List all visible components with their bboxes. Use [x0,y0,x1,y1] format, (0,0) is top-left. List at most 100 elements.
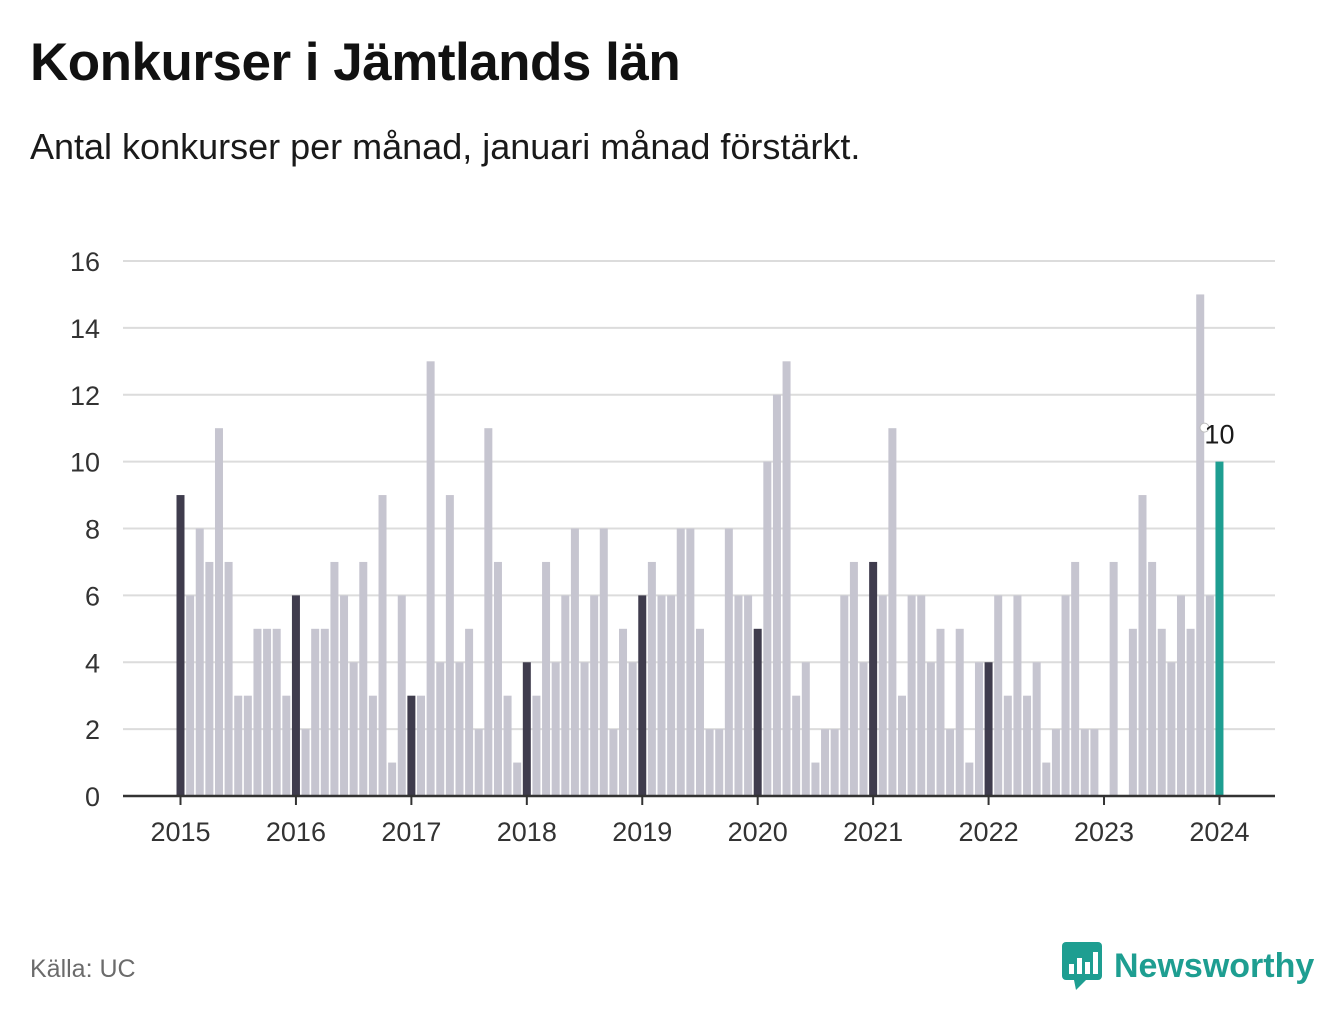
bar [1196,294,1205,796]
bar [907,595,916,796]
bar [946,729,955,796]
bar [955,628,964,796]
bar [397,595,406,796]
y-tick-label: 6 [85,581,100,611]
bar [282,695,291,796]
bar [455,662,464,796]
bar [513,762,522,796]
bar-january [407,695,416,796]
bar-january [984,662,993,796]
bar [493,561,502,796]
bar [224,561,233,796]
bar [994,595,1003,796]
bar [426,361,435,796]
bar [763,461,772,796]
x-tick-label: 2015 [150,817,210,847]
bar-january [753,628,762,796]
data-label-latest: 10 [1204,420,1234,450]
y-tick-label: 4 [85,648,100,678]
bar [1176,595,1185,796]
bar [821,729,830,796]
bar-january [522,662,531,796]
bar [782,361,791,796]
newsworthy-brand[interactable]: Newsworthy [1060,940,1314,992]
bar [1003,695,1012,796]
bar [1186,628,1195,796]
bar [542,561,551,796]
bar [1148,561,1157,796]
bar [214,428,223,796]
bar [898,695,906,796]
y-tick-label: 0 [85,782,100,812]
bar [474,729,483,796]
bar [926,662,935,796]
source-note: Källa: UC [30,955,136,983]
bar [936,628,945,796]
bar [1138,495,1147,796]
y-tick-label: 16 [70,247,100,277]
bar [744,595,753,796]
bar [205,561,214,796]
bar [580,662,589,796]
brand-name: Newsworthy [1114,946,1315,985]
x-tick-label: 2022 [959,817,1019,847]
bar [619,628,628,796]
bar [503,695,512,796]
bar [417,695,425,796]
bar [1167,662,1176,796]
bar [340,595,349,796]
bar [551,662,560,796]
data-label-marker [1199,422,1210,433]
bar [378,495,387,796]
bar [917,595,926,796]
bar [840,595,849,796]
bar-january [869,561,878,796]
bar [445,495,454,796]
x-tick-label: 2019 [612,817,672,847]
bar [253,628,262,796]
x-tick-label: 2020 [728,817,788,847]
bar [830,729,839,796]
bar [849,561,858,796]
bar [1109,561,1118,796]
bar-chart: 0 2 4 6 8 10 12 14 16 10 2015 2016 2017 2018 2019 2020 2… [70,247,1275,847]
bar [1061,595,1070,796]
bar [974,662,983,796]
y-tick-label: 8 [85,515,100,545]
bar [609,729,618,796]
bar [368,695,377,796]
y-tick-label: 10 [70,448,100,478]
bar [686,528,695,796]
bar [1157,628,1166,796]
bar [792,695,801,796]
bar [234,695,243,796]
newsworthy-logo-icon [1062,942,1102,990]
bar [349,662,358,796]
bar [1023,695,1032,796]
bar [263,628,272,796]
bar [570,528,579,796]
bar [320,628,329,796]
bar-latest [1215,461,1224,796]
x-tick-label: 2024 [1189,817,1249,847]
bar [311,628,320,796]
bar [628,662,637,796]
x-tick-label: 2023 [1074,817,1134,847]
bar [532,695,541,796]
x-tick-label: 2017 [381,817,441,847]
y-tick-label: 14 [70,314,100,344]
bar [657,595,666,796]
bar [186,595,195,796]
bar [1080,729,1089,796]
bar [436,662,445,796]
bar [715,729,724,796]
bar [388,762,397,796]
bar [1090,729,1099,796]
bar-january [638,595,647,796]
bar [1128,628,1137,796]
chart-subtitle: Antal konkurser per månad, januari månad… [30,126,861,167]
bar [801,662,810,796]
bar [561,595,570,796]
bar [695,628,704,796]
bar [811,762,820,796]
